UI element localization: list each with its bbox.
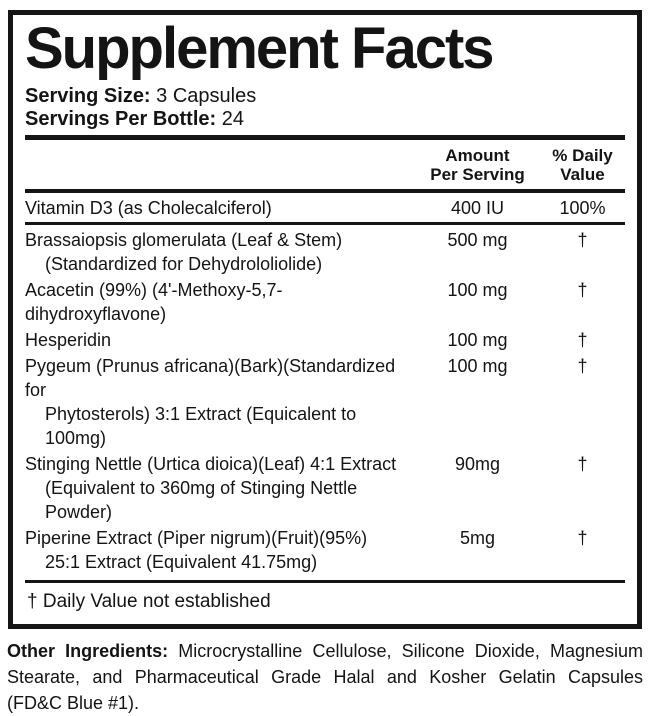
divider-thick (25, 135, 625, 141)
ingredient-amount: 90mg (454, 454, 501, 475)
ingredient-detail: 25:1 Extract (Equivalent 41.75mg) (45, 552, 318, 573)
ingredient-daily-value: † (577, 330, 588, 351)
ingredient-name: Vitamin D3 (as Cholecalciferol) (25, 198, 272, 219)
supplement-facts-panel: Supplement Facts Serving Size: 3 Capsule… (8, 10, 642, 630)
table-row: Pygeum (Prunus africana)(Bark)(Standardi… (25, 354, 625, 450)
ingredient-name: Piperine Extract (Piper nigrum)(Fruit)(9… (25, 528, 368, 549)
ingredient-name: Acacetin (99%) (4'-Methoxy-5,7-dihydroxy… (25, 280, 283, 325)
ingredient-amount: 400 IU (450, 198, 505, 219)
ingredient-rows-group: Brassaiopsis glomerulata (Leaf & Stem) (… (25, 225, 625, 580)
table-row: Hesperidin 100 mg † (25, 328, 625, 352)
col-header-daily-value: % Daily Value (552, 146, 613, 185)
ingredient-daily-value: 100% (559, 198, 606, 219)
ingredient-detail: (Equivalent to 360mg of Stinging Nettle … (45, 478, 358, 523)
table-header-row: Amount Per Serving % Daily Value (25, 140, 625, 189)
table-row: Brassaiopsis glomerulata (Leaf & Stem) (… (25, 228, 625, 276)
ingredient-daily-value: † (577, 528, 588, 549)
ingredient-name-cell: Vitamin D3 (as Cholecalciferol) (25, 196, 415, 220)
serving-size-label: Serving Size: (25, 85, 151, 108)
servings-per-bottle-row: Servings Per Bottle: 24 (25, 108, 625, 130)
servings-per-bottle-label: Servings Per Bottle: (25, 108, 217, 131)
ingredient-name: Hesperidin (25, 330, 112, 351)
ingredient-amount: 100 mg (447, 356, 508, 377)
ingredient-amount: 5mg (459, 528, 495, 549)
ingredient-name-cell: Hesperidin (25, 328, 415, 352)
ingredient-detail: (Standardized for Dehydrololiolide) (45, 254, 323, 275)
ingredient-amount: 500 mg (447, 230, 508, 251)
ingredient-daily-value: † (577, 356, 588, 377)
table-row: Acacetin (99%) (4'-Methoxy-5,7-dihydroxy… (25, 278, 625, 326)
ingredient-daily-value: † (577, 454, 588, 475)
other-ingredients-paragraph: Other Ingredients: Microcrystalline Cell… (7, 638, 643, 716)
ingredient-name: Pygeum (Prunus africana)(Bark)(Standardi… (25, 356, 396, 401)
serving-size-value: 3 Capsules (150, 85, 257, 108)
divider-under-header (25, 189, 625, 194)
ingredient-detail: Phytosterols) 3:1 Extract (Equicalent to… (45, 404, 357, 449)
ingredient-name-cell: Brassaiopsis glomerulata (Leaf & Stem) (… (25, 228, 415, 276)
serving-size-row: Serving Size: 3 Capsules (25, 85, 625, 107)
ingredient-amount: 100 mg (447, 280, 508, 301)
ingredient-name-cell: Pygeum (Prunus africana)(Bark)(Standardi… (25, 354, 415, 450)
daily-value-footnote: † Daily Value not established (27, 591, 271, 613)
table-row: Stinging Nettle (Urtica dioica)(Leaf) 4:… (25, 452, 625, 524)
col-header-amount: Amount Per Serving (430, 146, 525, 185)
divider-under-vitamin (25, 222, 625, 226)
servings-per-bottle-value: 24 (216, 108, 244, 131)
ingredient-daily-value: † (577, 280, 588, 301)
ingredient-name-cell: Acacetin (99%) (4'-Methoxy-5,7-dihydroxy… (25, 278, 415, 326)
ingredient-name-cell: Stinging Nettle (Urtica dioica)(Leaf) 4:… (25, 452, 415, 524)
table-row: Vitamin D3 (as Cholecalciferol) 400 IU 1… (25, 193, 625, 222)
panel-title: Supplement Facts (25, 16, 495, 81)
ingredient-amount: 100 mg (447, 330, 508, 351)
ingredient-daily-value: † (577, 230, 588, 251)
ingredient-name: Brassaiopsis glomerulata (Leaf & Stem) (25, 230, 343, 251)
other-ingredients-label: Other Ingredients: (7, 641, 169, 662)
ingredient-name: Stinging Nettle (Urtica dioica)(Leaf) 4:… (25, 454, 397, 475)
